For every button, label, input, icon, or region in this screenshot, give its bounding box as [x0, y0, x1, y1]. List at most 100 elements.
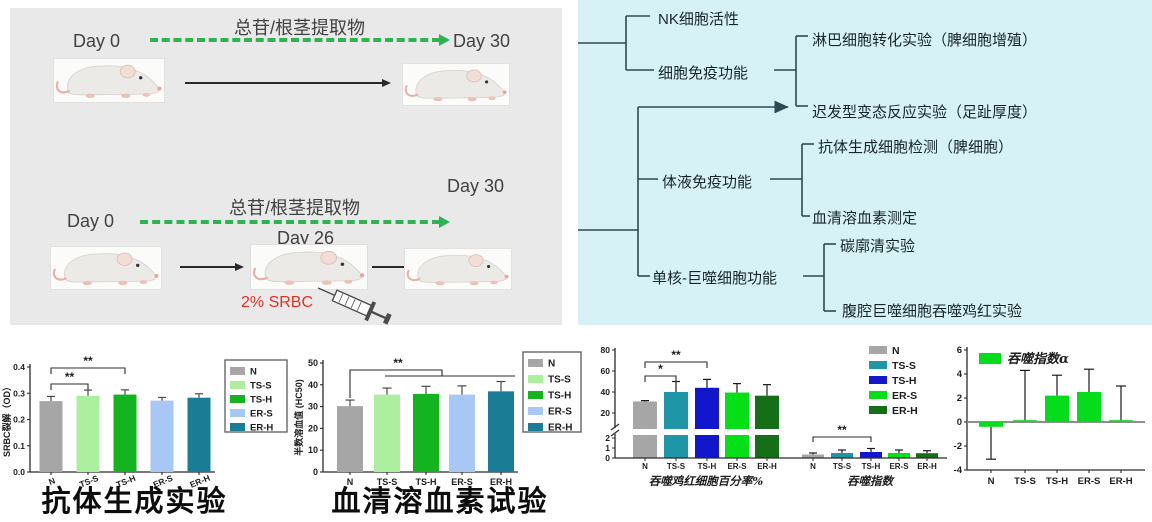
svg-text:1: 1 [605, 443, 610, 453]
svg-text:**: ** [671, 348, 681, 362]
svg-text:2: 2 [605, 433, 610, 443]
svg-text:TS-S: TS-S [548, 375, 571, 386]
flow-node-hemolysin: 血清溶血素测定 [812, 210, 918, 227]
flow-node-dth: 迟发型变态反应实验（足趾厚度） [812, 104, 1038, 121]
svg-text:0.2: 0.2 [13, 415, 25, 425]
flow-node-cellular: 细胞免疫功能 [658, 65, 749, 82]
svg-text:-4: -4 [954, 465, 963, 476]
mouse-image [250, 244, 368, 290]
svg-text:TS-H: TS-H [1046, 476, 1068, 487]
flow-node-humoral: 体液免疫功能 [662, 174, 753, 191]
antibody-generation-chart: 0.0 0.1 0.2 0.3 0.4 N TS-S TS-H ER-S ER-H SRBC裂解（O… [0, 332, 290, 497]
svg-text:ER-H: ER-H [892, 405, 918, 417]
syringe-icon [310, 280, 398, 328]
flow-node-lymphocyte: 淋巴细胞转化实验（脾细胞增殖） [812, 32, 1038, 49]
mouse-image [53, 58, 165, 103]
svg-text:-2: -2 [954, 441, 962, 452]
svg-text:N: N [548, 359, 555, 370]
flow-node-mono: 单核-巨噬细胞功能 [652, 270, 777, 287]
bar-N [802, 454, 824, 458]
bar-TS-H [113, 394, 137, 472]
svg-text:20: 20 [308, 423, 318, 433]
serum-hemolysin-chart: 0 10 20 30 40 50 N TS-S TS-H ER-S ER-H 半数溶血值 (HC50)… [290, 332, 582, 497]
svg-text:TS-H: TS-H [416, 477, 437, 487]
legend-swatch [979, 353, 1001, 364]
svg-text:0: 0 [957, 417, 962, 428]
mouse-graphic [250, 244, 368, 290]
svg-text:0.0: 0.0 [13, 467, 25, 477]
svg-text:TS-S: TS-S [250, 381, 272, 392]
mouse-graphic [404, 248, 512, 290]
svg-text:N: N [642, 462, 648, 471]
svg-text:ER-S: ER-S [892, 390, 917, 402]
legend-swatch [528, 375, 543, 383]
svg-text:ER-H: ER-H [917, 462, 937, 471]
legend-swatch [230, 367, 245, 375]
svg-text:TS-H: TS-H [862, 462, 881, 471]
legend-swatch [528, 359, 543, 367]
immune-function-flowchart: NK细胞活性 细胞免疫功能 淋巴细胞转化实验（脾细胞增殖） 迟发型变态反应实验（… [578, 0, 1152, 325]
treatment-arrow-2 [140, 216, 450, 228]
svg-text:10: 10 [308, 445, 318, 455]
legend-swatch [528, 407, 543, 415]
svg-text:TS-H: TS-H [548, 391, 571, 402]
svg-text:TS-H: TS-H [698, 462, 717, 471]
flow-node-nk: NK细胞活性 [658, 11, 739, 28]
svg-text:**: ** [837, 423, 847, 437]
svg-text:ER-S: ER-S [250, 409, 273, 420]
legend-swatch [230, 423, 245, 431]
svg-text:ER-H: ER-H [1109, 476, 1132, 487]
chart1-svg: 0 10 20 30 40 50 N TS-S TS-H ER-S ER-H 半数溶血值 (HC50)… [293, 351, 582, 487]
svg-text:TS-H: TS-H [892, 375, 917, 387]
srbc-injection-label: 2% SRBC [241, 294, 314, 311]
legend-swatch [230, 395, 245, 403]
phagocytic-index-alpha-chart: -4 -2 0 2 4 6 N TS-S TS-H ER-S ER-H 吞噬指数α [945, 332, 1152, 522]
exp2-day0-label: Day 0 [67, 211, 115, 231]
flow-node-antibody-cell: 抗体生成细胞检测（脾细胞） [818, 139, 1014, 156]
svg-text:TS-S: TS-S [1014, 476, 1036, 487]
bar-N [979, 422, 1003, 427]
mouse-image [404, 248, 512, 290]
exp1-day30-label: Day 30 [453, 31, 511, 51]
bar-ER-S [725, 392, 749, 458]
svg-text:20: 20 [601, 408, 611, 418]
legend-swatch [869, 376, 887, 384]
svg-text:TS-S: TS-S [667, 462, 686, 471]
svg-text:30: 30 [308, 402, 318, 412]
svg-text:**: ** [83, 354, 93, 368]
hemolysin-chart-title: 血清溶血素试验 [331, 484, 549, 518]
legend-swatch [528, 391, 543, 399]
chart0-svg: 0.0 0.1 0.2 0.3 0.4 N TS-S TS-H ER-S ER-H SRBC裂解（O… [1, 354, 288, 490]
svg-text:ER-H: ER-H [757, 462, 777, 471]
flow-node-carbon: 碳廓清实验 [840, 238, 916, 255]
svg-text:N: N [892, 345, 900, 357]
svg-text:ER-H: ER-H [250, 423, 273, 434]
mouse-graphic [53, 58, 165, 103]
exp2-day30-label: Day 30 [447, 176, 505, 196]
legend-swatch [869, 406, 887, 414]
bar-ER-H [755, 395, 779, 458]
bar-N [337, 406, 363, 472]
svg-text:吞噬鸡红细胞百分率%: 吞噬鸡红细胞百分率% [649, 474, 763, 488]
svg-text:0.3: 0.3 [13, 388, 25, 398]
svg-text:SRBC裂解（OD）: SRBC裂解（OD） [1, 382, 12, 457]
svg-text:吞噬指数: 吞噬指数 [847, 474, 895, 488]
svg-text:**: ** [393, 356, 403, 370]
svg-text:*: * [658, 362, 663, 376]
chart3-svg: -4 -2 0 2 4 6 N TS-S TS-H ER-S ER-H 吞噬指数α [954, 345, 1145, 487]
svg-text:0: 0 [605, 453, 610, 463]
svg-text:TS-S: TS-S [892, 360, 916, 372]
svg-text:**: ** [65, 370, 75, 384]
exp2-day26-label: Day 26 [277, 228, 335, 248]
svg-text:6: 6 [957, 345, 962, 356]
bar-TS-H [695, 387, 719, 458]
svg-text:TS-S: TS-S [833, 462, 852, 471]
svg-text:半数溶血值 (HC50): 半数溶血值 (HC50) [293, 379, 304, 456]
bar-ER-S [888, 453, 910, 458]
svg-text:TS-H: TS-H [250, 395, 272, 406]
antibody-chart-title: 抗体生成实验 [41, 484, 228, 518]
phagocytosis-chart: 0 1 2 20 40 60 80 N TS-S TS-H ER-S ER-H N TS-S TS-H ER-… [585, 332, 960, 522]
bar-TS-S [76, 395, 100, 472]
svg-text:ER-H: ER-H [490, 477, 512, 487]
